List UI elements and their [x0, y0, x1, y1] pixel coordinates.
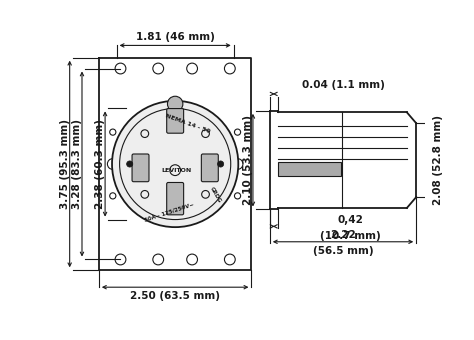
- FancyBboxPatch shape: [201, 154, 219, 182]
- Text: 2.50 (63.5 mm): 2.50 (63.5 mm): [130, 291, 220, 301]
- Circle shape: [218, 161, 224, 167]
- Text: 2.38 (60.3 mm): 2.38 (60.3 mm): [95, 119, 106, 209]
- Text: 3.28 (83.3 mm): 3.28 (83.3 mm): [73, 119, 82, 209]
- Text: 1.81 (46 mm): 1.81 (46 mm): [136, 32, 215, 41]
- Text: GRDG: GRDG: [209, 186, 222, 204]
- Bar: [278, 163, 341, 175]
- Text: 2.10 (53.3 mm): 2.10 (53.3 mm): [243, 115, 253, 205]
- Circle shape: [127, 161, 133, 167]
- FancyBboxPatch shape: [167, 108, 183, 133]
- Text: 2.22: 2.22: [330, 230, 356, 240]
- Text: 0.04 (1.1 mm): 0.04 (1.1 mm): [301, 80, 384, 90]
- FancyBboxPatch shape: [167, 183, 183, 215]
- FancyBboxPatch shape: [132, 154, 149, 182]
- Text: NEMA 14 - 50: NEMA 14 - 50: [164, 114, 210, 134]
- Text: LEVITON: LEVITON: [162, 168, 192, 173]
- Text: 0,42: 0,42: [337, 215, 363, 225]
- Circle shape: [167, 96, 183, 112]
- Text: 3.75 (95.3 mm): 3.75 (95.3 mm): [60, 119, 70, 209]
- Text: (10.7 mm): (10.7 mm): [320, 231, 381, 241]
- Text: 50A~ 125/250V~: 50A~ 125/250V~: [144, 201, 194, 222]
- Circle shape: [112, 101, 238, 227]
- Text: 2.08 (52.8 mm): 2.08 (52.8 mm): [433, 115, 443, 205]
- Text: (56.5 mm): (56.5 mm): [313, 246, 374, 256]
